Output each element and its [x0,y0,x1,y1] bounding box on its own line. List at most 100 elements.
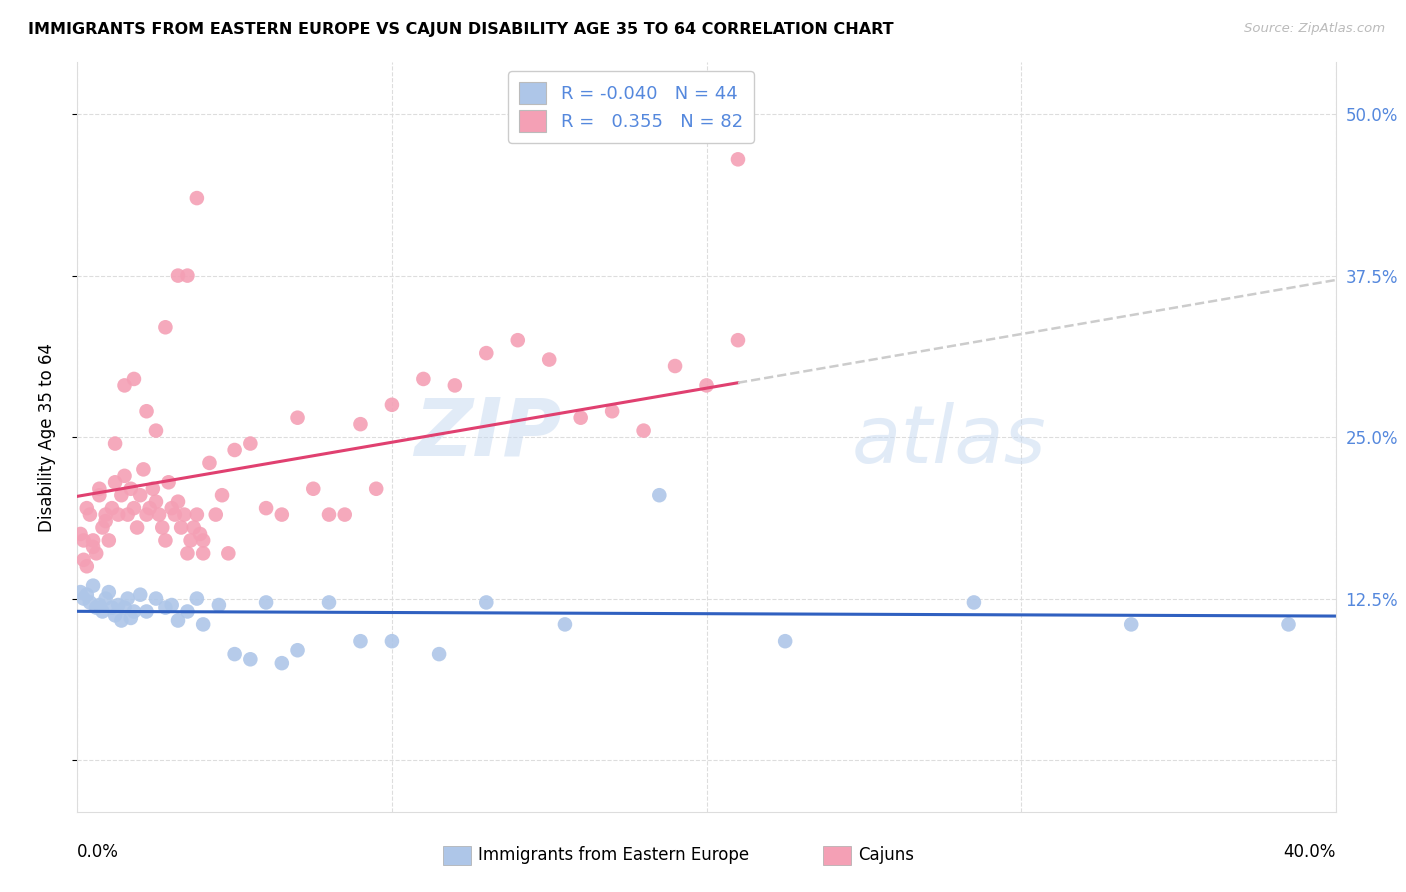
Point [157,475,180,490]
Point [82,579,104,593]
Point [167,268,190,283]
Point [186,191,208,205]
Point [142,482,165,496]
Point [101,501,124,516]
Point [84,546,107,560]
Point [76,559,98,574]
Point [120,482,142,496]
Point [160,501,183,516]
Point [217,546,239,560]
Point [129,588,152,602]
Point [1277,617,1299,632]
Text: Source: ZipAtlas.com: Source: ZipAtlas.com [1244,22,1385,36]
Point [107,508,129,522]
Point [198,456,221,470]
Point [270,508,292,522]
Point [173,508,195,522]
Point [82,540,104,554]
Point [127,520,149,534]
Point [107,598,129,612]
Point [132,462,155,476]
Y-axis label: Disability Age 35 to 64: Disability Age 35 to 64 [38,343,56,532]
Point [554,617,576,632]
Point [211,488,233,502]
Point [94,508,117,522]
Point [145,424,167,438]
Point [72,533,94,548]
Point [72,553,94,567]
Legend: R = -0.040   N = 44, R =   0.355   N = 82: R = -0.040 N = 44, R = 0.355 N = 82 [509,71,754,143]
Point [224,442,246,457]
Point [163,508,186,522]
Point [155,533,177,548]
Text: 0.0%: 0.0% [77,843,120,861]
Point [170,520,193,534]
Point [69,527,91,541]
Point [475,346,498,360]
Text: 40.0%: 40.0% [1284,843,1336,861]
Point [191,533,215,548]
Point [94,514,117,528]
Point [135,508,157,522]
Point [381,398,404,412]
Point [176,546,198,560]
Text: Cajuns: Cajuns [858,847,914,864]
Point [138,501,160,516]
Point [104,608,127,623]
Point [110,614,132,628]
Point [122,605,145,619]
Point [287,410,309,425]
Point [349,634,371,648]
Point [160,598,183,612]
Point [773,634,796,648]
Point [76,588,98,602]
Point [254,595,277,609]
Point [224,647,246,661]
Point [366,482,388,496]
Point [208,598,231,612]
Point [270,656,292,670]
Point [69,585,91,599]
Point [648,488,671,502]
Point [79,595,101,609]
Point [114,378,136,392]
Point [97,533,120,548]
Point [600,404,623,418]
Point [183,520,205,534]
Point [104,475,127,490]
Point [176,605,198,619]
Point [412,372,434,386]
Point [239,436,262,450]
Point [696,378,718,392]
Point [538,352,561,367]
Point [427,647,450,661]
Point [569,410,592,425]
Point [120,611,142,625]
Point [117,508,139,522]
Point [287,643,309,657]
Point [117,591,139,606]
Point [444,378,467,392]
Point [82,533,104,548]
Point [148,508,170,522]
Point [76,501,98,516]
Point [186,508,208,522]
Point [89,488,111,502]
Point [94,591,117,606]
Point [633,424,655,438]
Point [145,494,167,508]
Point [727,333,749,347]
Point [135,605,157,619]
Point [349,417,371,432]
Point [1121,617,1143,632]
Point [475,595,498,609]
Point [239,652,262,666]
Point [664,359,686,373]
Point [84,600,107,615]
Point [963,595,986,609]
Text: Immigrants from Eastern Europe: Immigrants from Eastern Europe [478,847,749,864]
Point [122,501,145,516]
Point [318,595,340,609]
Point [727,153,749,167]
Point [167,494,190,508]
